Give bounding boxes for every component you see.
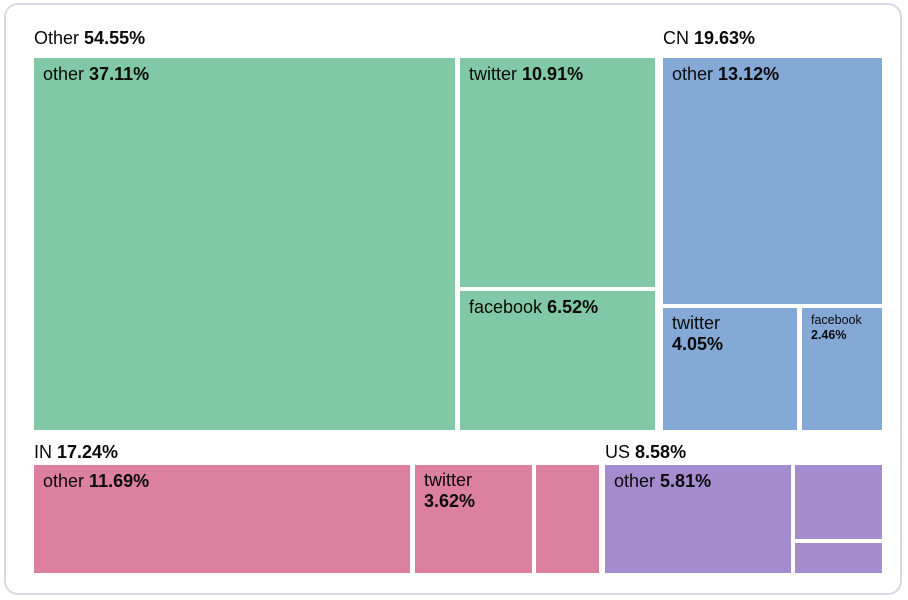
tile-label: twitter [424, 470, 473, 490]
tile-cn-twitter[interactable]: twitter 4.05% [663, 308, 797, 430]
tile-us-unlabeled-1[interactable] [795, 465, 882, 539]
tile-label: other [43, 471, 85, 491]
group-title-other: Other 54.55% [34, 28, 145, 48]
tile-value: 5.81% [660, 471, 712, 491]
tile-label: facebook [469, 297, 543, 317]
tile-label: other [672, 64, 714, 84]
group-title-cn: CN 19.63% [663, 28, 755, 48]
tile-other-other[interactable]: other 37.11% [34, 58, 455, 430]
tile-in-other[interactable]: other 11.69% [34, 465, 410, 573]
group-label: IN [34, 442, 52, 462]
tile-us-other[interactable]: other 5.81% [605, 465, 791, 573]
group-value: 19.63% [694, 28, 756, 48]
tile-value: 11.69% [89, 471, 150, 491]
treemap-chart: Other 54.55% CN 19.63% IN 17.24% US 8.58… [6, 5, 900, 593]
tile-value: 6.52% [547, 297, 599, 317]
tile-us-unlabeled-2[interactable] [795, 543, 882, 573]
group-label: Other [34, 28, 80, 48]
tile-label: facebook [811, 313, 862, 327]
tile-label: other [614, 471, 656, 491]
tile-value: 10.91% [522, 64, 584, 84]
group-value: 54.55% [84, 28, 146, 48]
tile-value: 13.12% [718, 64, 780, 84]
group-value: 8.58% [635, 442, 687, 462]
tile-other-facebook[interactable]: facebook 6.52% [460, 291, 655, 430]
tile-value: 3.62% [424, 491, 476, 511]
group-label: CN [663, 28, 689, 48]
tile-label: twitter [469, 64, 518, 84]
tile-cn-facebook[interactable]: facebook 2.46% [802, 308, 882, 430]
tile-in-unlabeled[interactable] [536, 465, 599, 573]
group-value: 17.24% [57, 442, 119, 462]
tile-value: 2.46% [811, 328, 847, 342]
tile-value: 37.11% [89, 64, 150, 84]
tile-label: other [43, 64, 85, 84]
group-label: US [605, 442, 631, 462]
tile-value: 4.05% [672, 334, 724, 354]
chart-card: Other 54.55% CN 19.63% IN 17.24% US 8.58… [4, 3, 902, 595]
tile-label: twitter [672, 313, 721, 333]
group-title-in: IN 17.24% [34, 442, 118, 462]
tile-other-twitter[interactable]: twitter 10.91% [460, 58, 655, 287]
tile-in-twitter[interactable]: twitter 3.62% [415, 465, 532, 573]
tile-cn-other[interactable]: other 13.12% [663, 58, 882, 304]
group-title-us: US 8.58% [605, 442, 686, 462]
